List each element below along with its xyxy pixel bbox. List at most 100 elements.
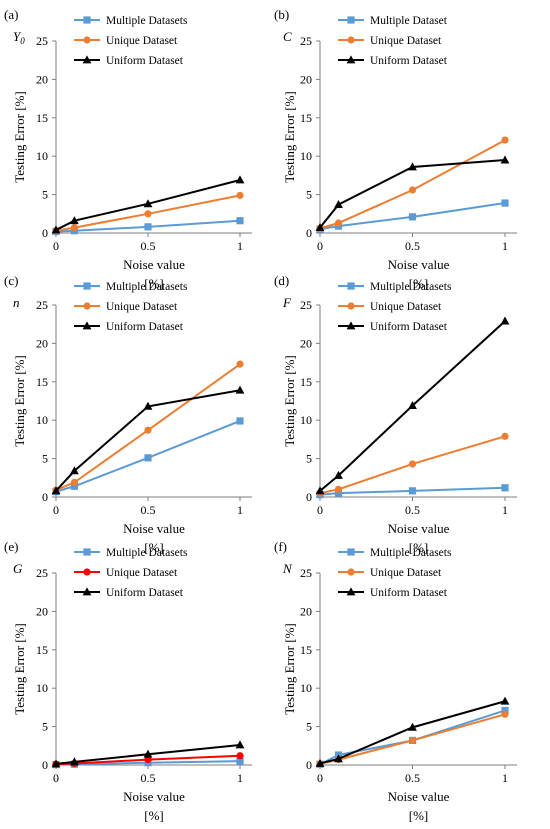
x-axis-unit: [%] <box>144 540 164 555</box>
data-point <box>334 489 343 497</box>
legend-label: Multiple Datasets <box>370 547 452 559</box>
panel-variable-name: Y <box>13 29 22 44</box>
legend-label: Uniform Dataset <box>106 587 184 599</box>
data-point <box>235 175 245 184</box>
data-point <box>235 740 245 749</box>
legend-label: Multiple Datasets <box>370 281 452 293</box>
data-point <box>143 199 153 208</box>
y-tick-label: 5 <box>42 720 48 734</box>
legend-label: Uniform Dataset <box>370 321 448 333</box>
y-tick-label: 15 <box>300 111 312 125</box>
legend-marker <box>347 548 355 556</box>
data-point <box>500 696 510 705</box>
x-tick-label: 0 <box>317 239 323 253</box>
series-line <box>55 389 241 492</box>
legend-marker <box>82 587 92 596</box>
data-point <box>236 757 244 765</box>
series-line <box>319 709 506 766</box>
legend-marker <box>82 55 92 64</box>
data-point <box>144 756 152 764</box>
y-tick-label: 20 <box>300 72 312 86</box>
y-tick-label: 0 <box>306 758 312 772</box>
panel-4: 0 5 10 15 20 25 0 0.5 1 Noise value [%] Testing Err… <box>4 539 252 823</box>
y-tick-label: 15 <box>300 643 312 657</box>
y-axis-title: Testing Error [%] <box>12 355 27 447</box>
series-line <box>55 420 241 493</box>
panel-variable-name: F <box>282 295 292 310</box>
panel-variable: G <box>13 561 23 576</box>
legend-marker <box>347 568 355 576</box>
x-tick-label: 1 <box>237 503 243 517</box>
y-tick-label: 25 <box>300 566 312 580</box>
panel-label: (f) <box>274 539 287 554</box>
x-tick-label: 0.5 <box>405 771 420 785</box>
panel-variable-name: N <box>282 561 293 576</box>
series-line <box>319 139 506 230</box>
legend-label: Multiple Datasets <box>106 281 188 293</box>
y-tick-label: 25 <box>36 34 48 48</box>
data-point <box>408 487 417 495</box>
legend-label: Multiple Dataset <box>370 15 448 27</box>
data-point <box>334 485 343 493</box>
legend-marker <box>83 548 91 556</box>
series-line <box>55 179 241 231</box>
series-line <box>319 435 506 495</box>
legend-marker <box>346 587 356 596</box>
y-axis-title: Testing Error [%] <box>12 623 27 715</box>
y-tick-label: 15 <box>36 375 48 389</box>
panel-variable-name: n <box>13 295 20 310</box>
legend-label: Unique Dataset <box>370 35 442 47</box>
data-point <box>500 316 510 325</box>
data-point <box>235 385 245 394</box>
data-point <box>408 213 417 221</box>
legend-label: Unique Dataset <box>106 567 178 579</box>
data-point <box>70 216 79 225</box>
data-point <box>70 224 78 232</box>
y-axis-title: Testing Error [%] <box>282 91 297 183</box>
data-point <box>501 199 509 207</box>
data-point <box>408 162 417 171</box>
x-tick-label: 0.5 <box>141 239 156 253</box>
series-line <box>55 194 241 232</box>
x-axis-unit: [%] <box>409 540 429 555</box>
y-tick-label: 20 <box>36 72 48 86</box>
y-tick-label: 25 <box>300 34 312 48</box>
series-line <box>319 700 506 765</box>
legend-marker <box>83 36 91 44</box>
x-tick-label: 0 <box>317 771 323 785</box>
y-tick-label: 5 <box>306 188 312 202</box>
data-point <box>144 426 152 434</box>
data-point <box>143 401 153 410</box>
legend-marker <box>347 36 355 44</box>
panel-variable-subscript: 0 <box>20 36 25 46</box>
x-axis-unit: [%] <box>409 276 429 291</box>
data-point <box>144 223 152 231</box>
x-axis-title: Noise value <box>388 257 450 272</box>
data-point <box>51 759 61 768</box>
panel-label: (e) <box>4 539 18 554</box>
panel-2: 0 5 10 15 20 25 0 0.5 1 Noise value [%] Testing Err… <box>4 273 252 555</box>
legend-label: Unique Dataset <box>106 301 178 313</box>
x-tick-label: 1 <box>502 239 508 253</box>
y-tick-label: 15 <box>36 643 48 657</box>
x-tick-label: 0.5 <box>405 503 420 517</box>
legend-marker <box>83 16 91 24</box>
data-point <box>144 454 152 462</box>
data-point <box>236 191 244 199</box>
legend-marker <box>82 321 92 330</box>
data-point <box>70 478 78 487</box>
data-point <box>408 186 417 194</box>
x-axis-title: Noise value <box>388 521 450 536</box>
data-point <box>143 749 153 758</box>
panel-label: (c) <box>4 273 18 288</box>
y-tick-label: 15 <box>300 375 312 389</box>
x-tick-label: 1 <box>237 771 243 785</box>
data-point <box>500 155 510 164</box>
panel-variable: Y0 <box>13 29 25 46</box>
data-point <box>501 432 509 440</box>
legend-label: Multiple Datasets <box>106 547 188 559</box>
y-tick-label: 0 <box>306 226 312 240</box>
legend-marker <box>83 282 91 290</box>
x-tick-label: 0 <box>317 503 323 517</box>
